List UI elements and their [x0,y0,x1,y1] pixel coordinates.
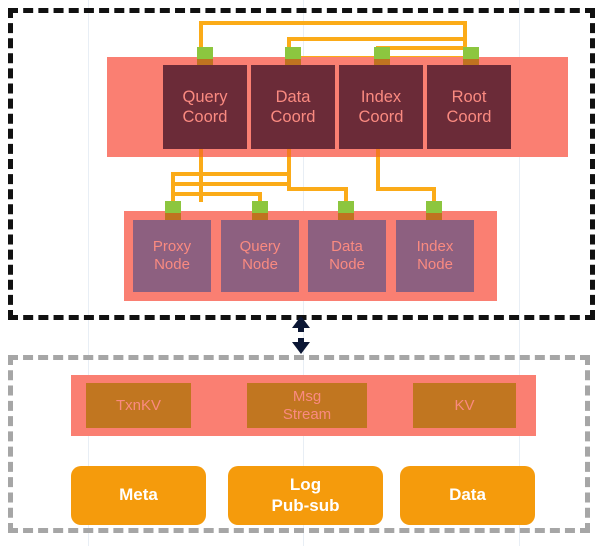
pin-cap-icon [252,201,268,213]
coordinator-box-query[interactable]: Query Coord [163,65,247,149]
backend-label-line1: Log [289,475,322,495]
pin-base-icon [426,213,442,224]
pin-cap-icon [285,47,301,59]
node-label-line1: Index [416,237,454,255]
pin-base-icon [285,59,301,70]
backend-label-line2: Pub-sub [271,495,340,515]
pin-base-icon [463,59,479,70]
backend-label-line1: Meta [119,485,158,505]
coordinator-box-root[interactable]: Root Coord [427,65,511,149]
coordinator-label-line1: Data [275,87,311,106]
wire-segment [287,187,348,191]
wire-segment [171,182,287,186]
wire-segment [199,157,203,202]
node-label-line1: Proxy [152,237,192,255]
coordinator-label-line2: Coord [358,108,404,126]
connector-pin-query-node [252,201,268,224]
interface-label-line1: KV [454,396,475,414]
coordinator-label-line1: Index [360,87,402,106]
pin-base-icon [197,59,213,70]
guide-line [88,0,89,546]
connector-pin-query-coord [197,47,213,70]
storage-backend-log-pubsub[interactable]: Log Pub-sub [228,466,383,525]
pin-cap-icon [197,47,213,59]
storage-interface-kv[interactable]: KV [413,383,516,428]
wire-segment [376,157,380,187]
wire-segment [171,172,175,202]
wire-segment [287,37,291,48]
node-box-data[interactable]: Data Node [308,220,386,292]
wire-segment [258,192,262,202]
wire-segment [376,46,467,50]
node-box-proxy[interactable]: Proxy Node [133,220,211,292]
wire-segment [199,21,203,48]
node-box-index[interactable]: Index Node [396,220,474,292]
connector-pin-index-node [426,201,442,224]
pin-base-icon [252,213,268,224]
connector-pin-proxy-node [165,201,181,224]
wire-segment [432,187,436,202]
connector-pin-index-coord [374,47,390,70]
wire-segment [171,192,262,196]
guide-line [519,0,520,546]
coordinator-label-line2: Coord [270,108,316,126]
storage-interface-msg-stream[interactable]: Msg Stream [247,383,367,428]
wire-segment [376,187,436,191]
coordinator-label-line2: Coord [182,108,228,126]
coordinator-label-line2: Coord [446,108,492,126]
connector-pin-root-coord [463,47,479,70]
interface-label-line1: TxnKV [115,396,161,414]
interface-label-line2: Stream [282,405,332,423]
coordinator-label-line1: Root [451,87,487,106]
pin-cap-icon [426,201,442,213]
node-label-line2: Node [329,256,365,273]
node-box-query[interactable]: Query Node [221,220,299,292]
wire-segment [287,37,467,41]
node-label-line1: Data [331,237,363,255]
wire-segment [344,187,348,202]
wire-segment [287,157,291,187]
pin-cap-icon [463,47,479,59]
connector-pin-data-coord [285,47,301,70]
wire-segment [171,172,287,176]
node-label-line2: Node [242,256,278,273]
node-label-line2: Node [154,256,190,273]
wire-segment [199,21,467,25]
coordinator-box-data[interactable]: Data Coord [251,65,335,149]
pin-cap-icon [338,201,354,213]
coordinator-box-index[interactable]: Index Coord [339,65,423,149]
storage-interface-txnkv[interactable]: TxnKV [86,383,191,428]
storage-layer-boundary [8,355,590,533]
wire-segment [463,37,467,48]
pin-cap-icon [165,201,181,213]
storage-backend-data[interactable]: Data [400,466,535,525]
pin-base-icon [338,213,354,224]
node-label-line2: Node [417,256,453,273]
connector-pin-data-node [338,201,354,224]
coordinator-label-line1: Query [182,87,228,106]
backend-label-line1: Data [449,485,486,505]
wire-segment [463,21,467,48]
pin-base-icon [165,213,181,224]
pin-cap-icon [374,47,390,59]
pin-base-icon [374,59,390,70]
double-arrow-vertical-icon [288,316,314,354]
node-label-line1: Query [239,237,281,255]
storage-backend-meta[interactable]: Meta [71,466,206,525]
interface-label-line1: Msg [292,387,322,405]
